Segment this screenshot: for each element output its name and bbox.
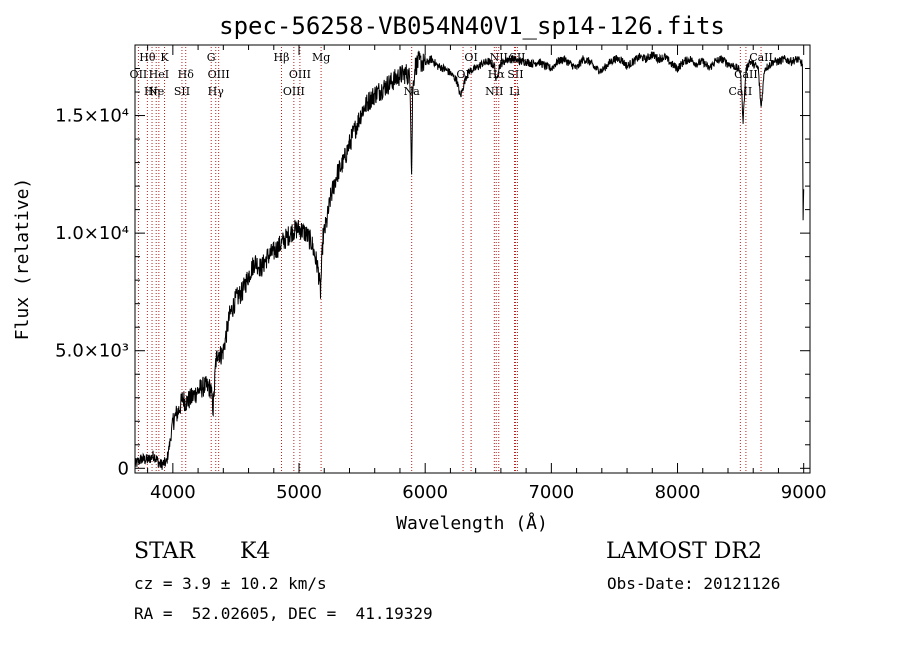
spectral-line-label: Hγ (208, 85, 225, 98)
redshift-info: cz = 3.9 ± 10.2 km/s (134, 574, 327, 593)
survey-name: LAMOST DR2 (606, 539, 762, 564)
coordinates: RA = 52.02605, DEC = 41.19329 (134, 604, 433, 623)
y-tick-label: 5.0×10³ (55, 341, 129, 362)
y-tick-label: 1.0×10⁴ (55, 223, 129, 244)
y-axis-label: Flux (relative) (12, 178, 33, 341)
x-axis-label: Wavelength (Å) (396, 512, 548, 534)
spectral-line-label: K (160, 51, 169, 64)
spectral-line-label: CaII (729, 85, 753, 98)
y-axis: 0 5.0×10³ 1.0×10⁴ 1.5×10⁴ (55, 68, 810, 479)
spectral-line-label: Hθ (139, 51, 156, 64)
y-tick-label: 0 (118, 458, 129, 479)
spectral-line-label: Na (404, 85, 421, 98)
spectral-line-label: OIII (289, 68, 311, 81)
x-tick-label: 5000 (276, 482, 322, 503)
x-tick-label: 9000 (781, 482, 827, 503)
spectral-line-label: Hη (144, 85, 160, 98)
spectral-line-label: Ne (148, 85, 164, 98)
spectral-lines-layer: HθOIINeHηHeIKSIIHδGHγOIIIHβOIIIOIIIMgNaO… (130, 47, 773, 473)
spectral-line-label: OIII (283, 85, 305, 98)
object-subclass: K4 (240, 539, 271, 564)
obs-date: Obs-Date: 20121126 (607, 574, 781, 593)
spectral-line-label: CaII (749, 51, 773, 64)
spectral-line-label: SII (507, 68, 523, 81)
object-class: STAR (134, 539, 195, 564)
spectral-line-label: G (207, 51, 216, 64)
spectral-line-label: OI (464, 51, 477, 64)
spectral-line-label: NII (485, 85, 503, 98)
spectral-line-label: Mg (312, 51, 330, 64)
spectrum-chart: spec-56258-VB054N40V1_sp14-126.fits Hθ OI… (12, 12, 827, 534)
spectral-line-label: HeI (149, 68, 169, 81)
plot-frame (134, 44, 811, 474)
x-tick-label: 6000 (402, 482, 448, 503)
spectral-line-label: Hβ (274, 51, 290, 64)
spectral-line-label: Hδ (178, 68, 195, 81)
y-tick-label: 1.5×10⁴ (55, 106, 129, 127)
chart-title: spec-56258-VB054N40V1_sp14-126.fits (219, 12, 725, 40)
x-tick-label: 8000 (655, 482, 701, 503)
spectrum-line (134, 50, 805, 470)
spectral-line-label: OIII (208, 68, 230, 81)
spectral-line-label: SII (174, 85, 190, 98)
x-tick-label: 7000 (528, 482, 574, 503)
spectral-line-label: Hα (488, 68, 506, 81)
x-tick-label: 4000 (150, 482, 196, 503)
spectral-line-label: OII (130, 68, 148, 81)
spectral-line-label: Li (509, 85, 520, 98)
x-axis: 4000 5000 6000 7000 8000 9000 (147, 45, 827, 503)
